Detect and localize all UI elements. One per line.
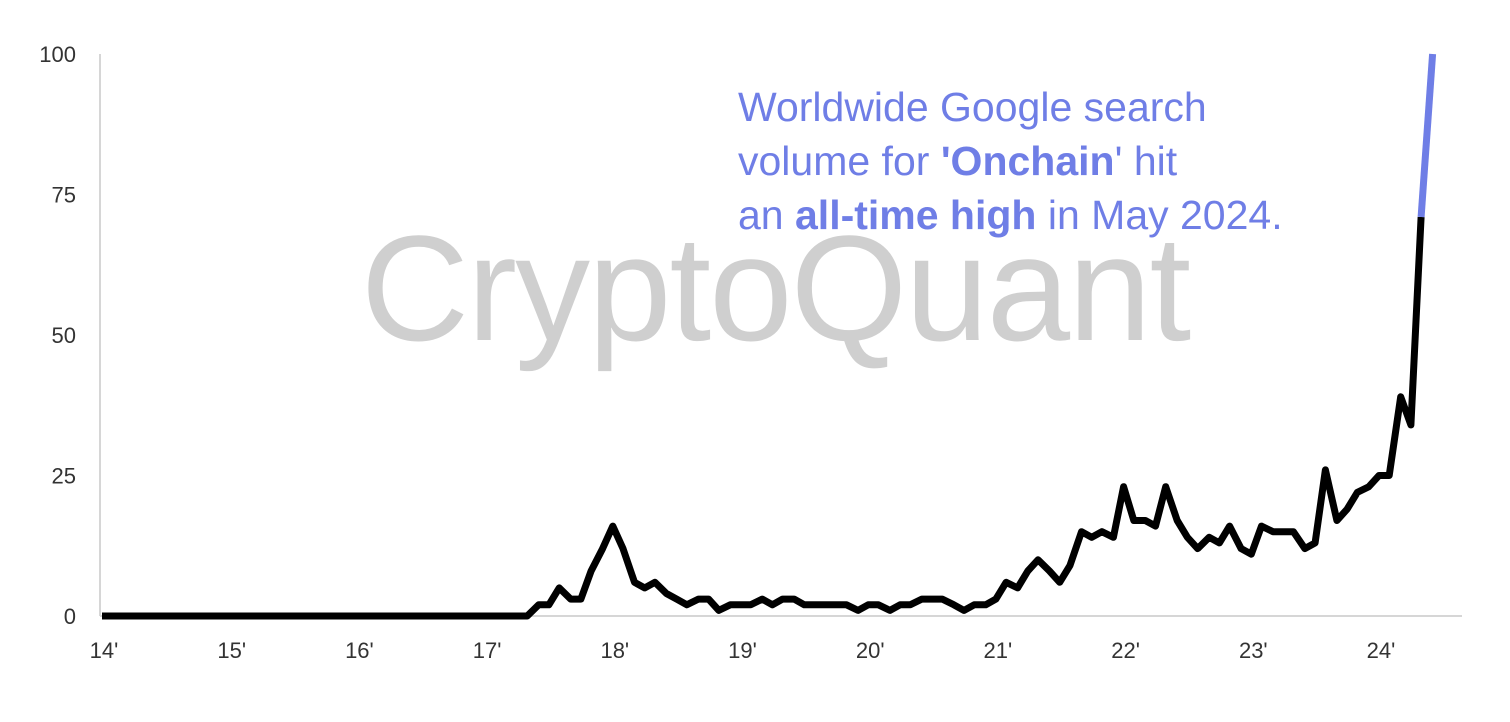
y-axis-ticks: 0 25 50 75 100 (39, 42, 76, 629)
annotation-line-3: an all-time high in May 2024. (738, 188, 1283, 242)
x-tick-label: 22' (1111, 638, 1140, 663)
x-tick-label: 18' (600, 638, 629, 663)
x-tick-label: 21' (984, 638, 1013, 663)
y-tick-label: 25 (52, 464, 76, 489)
y-tick-label: 75 (52, 183, 76, 208)
annotation-line-1: Worldwide Google search (738, 84, 1207, 130)
annotation-keyword-onchain: 'Onchain (940, 138, 1115, 184)
watermark-text: CryptoQuant (361, 204, 1191, 372)
annotation-line-2-pre: volume for (738, 138, 941, 184)
x-axis-ticks: 14' 15' 16' 17' 18' 19' 20' 21' 22' 23' 24' (90, 638, 1396, 663)
annotation-line-3-pre: an (738, 192, 795, 238)
annotation-line-2-post: ' hit (1114, 138, 1178, 184)
x-tick-label: 14' (90, 638, 119, 663)
x-tick-label: 16' (345, 638, 374, 663)
x-tick-label: 17' (473, 638, 502, 663)
annotation-keyword-all-time-high: all-time high (795, 192, 1037, 238)
y-tick-label: 0 (64, 604, 76, 629)
series-line-ath-segment (1417, 53, 1437, 218)
x-tick-label: 20' (856, 638, 885, 663)
annotation-text: Worldwide Google search volume for 'Onch… (738, 80, 1283, 242)
x-tick-label: 24' (1367, 638, 1396, 663)
annotation-line-3-post: in May 2024. (1036, 192, 1283, 238)
series-line-search-volume (102, 216, 1425, 620)
series-group (102, 53, 1437, 620)
x-tick-label: 19' (728, 638, 757, 663)
annotation-line-2: volume for 'Onchain' hit (738, 134, 1283, 188)
x-tick-label: 23' (1239, 638, 1268, 663)
y-tick-label: 50 (52, 323, 76, 348)
x-tick-label: 15' (217, 638, 246, 663)
y-tick-label: 100 (39, 42, 76, 67)
